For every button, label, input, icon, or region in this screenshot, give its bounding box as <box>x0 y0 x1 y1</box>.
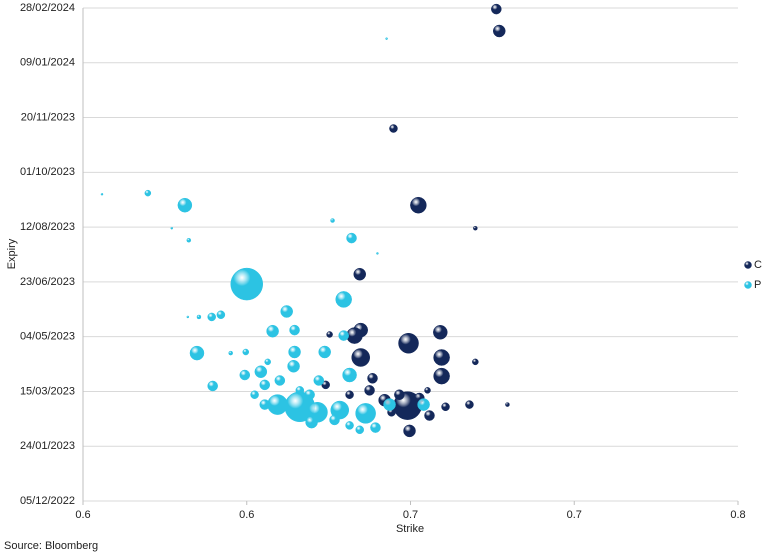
legend-marker <box>744 281 752 289</box>
bubble <box>239 369 251 381</box>
y-tick-label: 01/10/2023 <box>20 166 75 178</box>
bubble <box>433 367 450 385</box>
y-tick-label: 12/08/2023 <box>20 221 75 233</box>
bubble <box>433 325 448 340</box>
bubble <box>376 252 379 255</box>
bubble <box>170 226 174 230</box>
bubble <box>367 373 378 384</box>
bubble <box>473 225 478 231</box>
x-tick-label: 0.6 <box>75 509 90 521</box>
y-tick-label: 15/03/2023 <box>20 385 75 397</box>
bubble <box>493 24 506 38</box>
bubble <box>330 400 350 420</box>
bubble <box>216 310 226 320</box>
legend-marker <box>744 261 752 269</box>
bubble <box>186 238 192 243</box>
x-axis-title: Strike <box>396 523 424 535</box>
bubble <box>410 196 427 214</box>
bubble <box>351 348 370 367</box>
bubble <box>398 332 419 354</box>
y-tick-label: 05/12/2022 <box>20 495 75 507</box>
bubble <box>441 402 450 412</box>
bubble <box>330 218 335 223</box>
bubble <box>100 192 104 196</box>
y-tick-label: 28/02/2024 <box>20 2 75 14</box>
bubble <box>424 410 435 421</box>
bubble <box>465 400 474 409</box>
bubble <box>189 345 205 361</box>
bubble <box>274 375 286 386</box>
bubble <box>353 267 366 281</box>
bubble <box>264 358 271 366</box>
bubble <box>305 415 318 429</box>
bubble <box>267 394 288 415</box>
bubble <box>472 358 479 366</box>
bubble <box>287 359 300 373</box>
bubble <box>491 3 502 15</box>
bubble <box>345 421 354 430</box>
y-tick-label: 09/01/2024 <box>20 57 75 69</box>
bubble <box>364 385 375 396</box>
bubble <box>280 305 293 318</box>
bubble <box>345 390 354 399</box>
bubble <box>250 390 259 399</box>
bubble <box>370 422 381 433</box>
x-tick-label: 0.7 <box>403 509 418 521</box>
y-tick-label: 04/05/2023 <box>20 331 75 343</box>
bubble <box>335 291 352 308</box>
bubble <box>326 331 333 338</box>
bubble <box>355 425 364 435</box>
bubble <box>228 350 233 356</box>
bubble <box>186 315 190 319</box>
y-tick-label: 20/11/2023 <box>21 111 75 123</box>
bubble <box>355 403 376 424</box>
bubble <box>207 380 218 392</box>
bubble <box>394 389 405 400</box>
bubble <box>505 402 510 407</box>
bubble <box>313 375 325 386</box>
bubble <box>389 124 398 133</box>
bubble <box>342 367 357 383</box>
x-tick-label: 0.6 <box>239 509 254 521</box>
bubble <box>289 324 300 336</box>
x-tick-label: 0.8 <box>730 509 745 521</box>
x-tick-label: 0.7 <box>567 509 582 521</box>
source-note: Source: Bloomberg <box>4 540 98 552</box>
bubble <box>385 37 388 40</box>
y-tick-label: 23/06/2023 <box>20 276 75 288</box>
bubble <box>424 387 431 394</box>
bubble <box>207 312 216 322</box>
bubble <box>403 424 416 438</box>
legend-label: P <box>754 279 761 291</box>
bubble <box>242 348 250 356</box>
bubble <box>230 267 263 301</box>
bubble <box>288 345 301 359</box>
bubble <box>433 349 450 366</box>
bubble <box>346 232 357 244</box>
bubble <box>259 379 271 391</box>
bubble <box>259 399 271 410</box>
legend-label: C <box>754 259 762 271</box>
bubble <box>144 189 152 197</box>
bubble <box>318 345 331 359</box>
bubble <box>338 330 349 341</box>
bubble <box>383 398 396 411</box>
bubble <box>329 414 340 426</box>
bubble <box>304 389 315 400</box>
y-tick-label: 24/01/2023 <box>20 440 75 452</box>
bubble <box>177 197 193 213</box>
y-axis-title: Expiry <box>6 238 18 269</box>
bubble <box>254 365 268 378</box>
bubble <box>196 314 202 320</box>
bubble <box>266 324 279 338</box>
bubble <box>295 386 305 395</box>
bubble <box>417 398 430 411</box>
